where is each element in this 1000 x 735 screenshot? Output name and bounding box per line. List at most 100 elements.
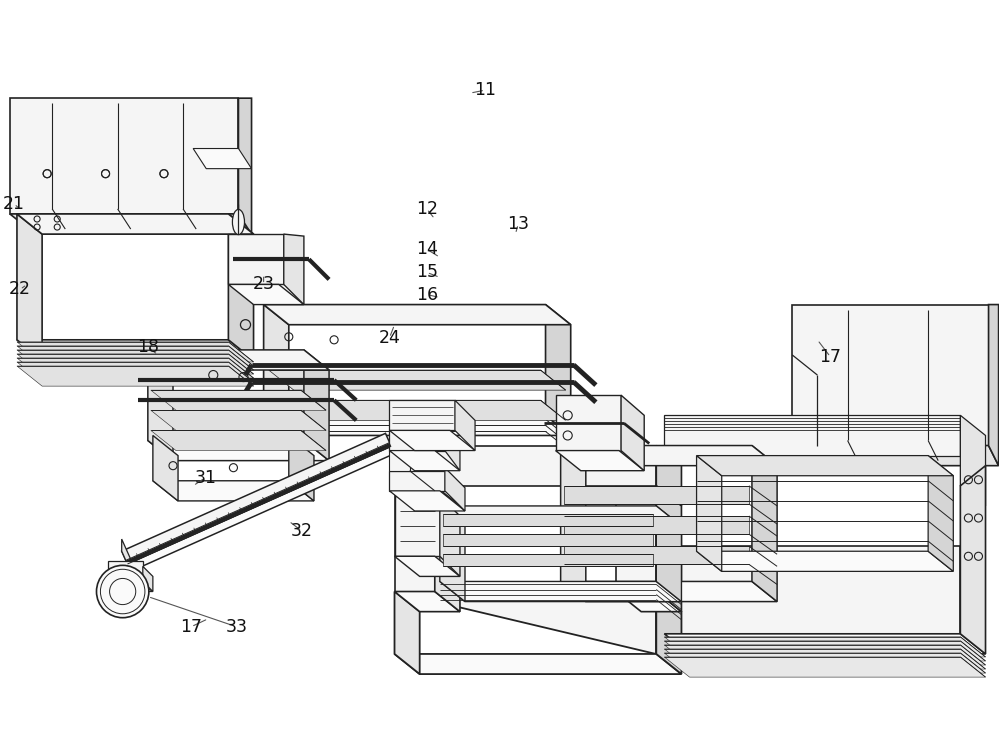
Polygon shape <box>284 234 304 304</box>
Polygon shape <box>264 304 289 435</box>
Text: 21: 21 <box>3 195 25 213</box>
Polygon shape <box>108 562 143 581</box>
Polygon shape <box>127 446 395 571</box>
Polygon shape <box>17 340 254 360</box>
Polygon shape <box>389 470 445 491</box>
Polygon shape <box>395 592 420 674</box>
Polygon shape <box>561 581 777 601</box>
Text: 16: 16 <box>416 285 438 304</box>
Polygon shape <box>697 456 953 476</box>
Polygon shape <box>564 546 749 564</box>
Polygon shape <box>389 431 445 451</box>
Text: 31: 31 <box>194 469 216 487</box>
Polygon shape <box>664 653 986 673</box>
Polygon shape <box>989 304 999 466</box>
Polygon shape <box>664 645 986 665</box>
Text: 24: 24 <box>379 329 400 347</box>
Polygon shape <box>389 491 465 511</box>
Polygon shape <box>664 657 986 677</box>
Text: 22: 22 <box>9 281 31 298</box>
Polygon shape <box>389 431 475 451</box>
Polygon shape <box>561 445 586 601</box>
Text: 17: 17 <box>819 348 841 366</box>
Polygon shape <box>564 486 749 504</box>
Polygon shape <box>656 445 681 506</box>
Polygon shape <box>656 486 681 612</box>
Polygon shape <box>153 481 314 501</box>
Polygon shape <box>122 539 131 571</box>
Polygon shape <box>395 592 460 612</box>
Polygon shape <box>389 451 410 470</box>
Polygon shape <box>664 649 986 669</box>
Polygon shape <box>395 654 681 674</box>
Polygon shape <box>445 428 460 470</box>
Polygon shape <box>440 506 465 601</box>
Polygon shape <box>148 440 329 461</box>
Polygon shape <box>561 445 777 466</box>
Ellipse shape <box>96 565 149 617</box>
Polygon shape <box>664 634 986 654</box>
Text: 17: 17 <box>180 617 202 636</box>
Polygon shape <box>228 284 304 304</box>
Polygon shape <box>440 581 681 601</box>
Polygon shape <box>289 435 314 501</box>
Polygon shape <box>264 304 571 325</box>
Polygon shape <box>304 350 329 461</box>
Polygon shape <box>616 486 656 592</box>
Polygon shape <box>697 551 953 571</box>
Polygon shape <box>17 366 254 386</box>
Polygon shape <box>792 304 989 445</box>
Polygon shape <box>269 401 566 420</box>
Polygon shape <box>455 401 475 451</box>
Polygon shape <box>395 592 656 654</box>
Polygon shape <box>564 516 749 534</box>
Polygon shape <box>556 395 621 451</box>
Text: 33: 33 <box>225 617 247 636</box>
Polygon shape <box>151 390 326 410</box>
Text: 15: 15 <box>416 263 438 282</box>
Polygon shape <box>928 456 953 571</box>
Polygon shape <box>153 435 178 501</box>
Polygon shape <box>395 486 435 592</box>
Polygon shape <box>443 534 653 546</box>
Polygon shape <box>122 434 391 564</box>
Polygon shape <box>664 641 986 661</box>
Polygon shape <box>151 431 326 451</box>
Polygon shape <box>445 467 465 511</box>
Polygon shape <box>17 346 254 366</box>
Polygon shape <box>17 214 254 234</box>
Polygon shape <box>395 556 460 576</box>
Polygon shape <box>656 592 681 674</box>
Polygon shape <box>443 554 653 567</box>
Polygon shape <box>556 451 644 470</box>
Polygon shape <box>108 581 153 592</box>
Polygon shape <box>17 350 254 370</box>
Text: 23: 23 <box>253 276 275 293</box>
Text: 14: 14 <box>416 240 438 258</box>
Polygon shape <box>440 496 460 576</box>
Polygon shape <box>616 592 681 612</box>
Polygon shape <box>269 370 566 390</box>
Polygon shape <box>443 514 653 526</box>
Text: 12: 12 <box>416 200 438 218</box>
Polygon shape <box>664 546 960 634</box>
Text: 11: 11 <box>474 81 496 99</box>
Polygon shape <box>960 415 986 506</box>
Polygon shape <box>17 214 42 360</box>
Polygon shape <box>148 350 173 461</box>
Polygon shape <box>143 567 153 592</box>
Polygon shape <box>10 98 238 214</box>
Polygon shape <box>228 234 284 284</box>
Polygon shape <box>389 451 460 470</box>
Polygon shape <box>148 350 329 370</box>
Polygon shape <box>17 358 254 378</box>
Polygon shape <box>546 304 571 435</box>
Polygon shape <box>621 395 644 470</box>
Polygon shape <box>395 445 656 486</box>
Polygon shape <box>264 415 571 435</box>
Polygon shape <box>17 342 254 362</box>
Polygon shape <box>395 496 440 556</box>
Polygon shape <box>664 637 986 657</box>
Polygon shape <box>10 214 252 234</box>
Polygon shape <box>752 445 777 601</box>
